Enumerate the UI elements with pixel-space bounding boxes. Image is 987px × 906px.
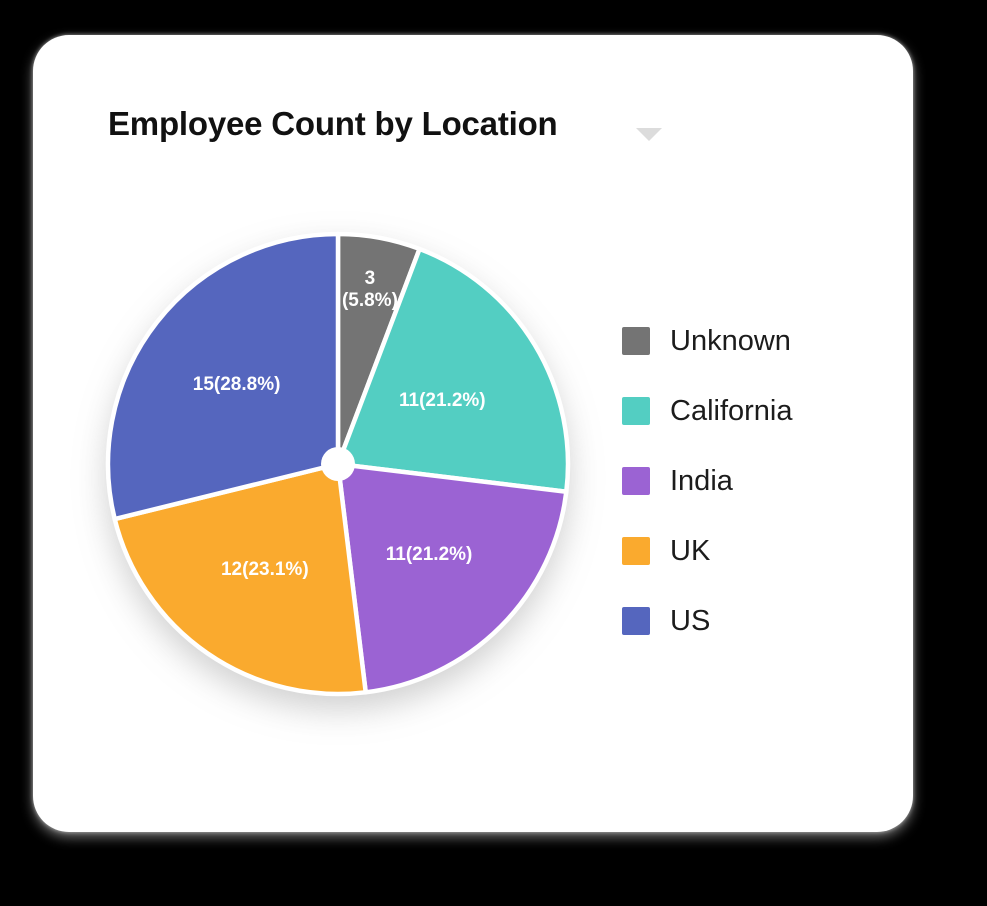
legend-item-us[interactable]: US (622, 604, 793, 637)
legend-swatch-uk (622, 537, 650, 565)
pie-svg (105, 231, 571, 697)
legend-item-unknown[interactable]: Unknown (622, 324, 793, 357)
legend-label-india: India (670, 464, 733, 497)
chart-card: Employee Count by Location 3 (5.8%) 11(21… (33, 35, 913, 832)
chart-title: Employee Count by Location (108, 105, 558, 142)
chart-legend: Unknown California India UK US (622, 324, 793, 677)
donut-center (321, 447, 355, 481)
legend-item-california[interactable]: California (622, 394, 793, 427)
legend-swatch-us (622, 607, 650, 635)
legend-label-unknown: Unknown (670, 324, 791, 357)
pie-slice-california[interactable] (335, 246, 571, 494)
legend-swatch-california (622, 397, 650, 425)
legend-label-uk: UK (670, 534, 711, 567)
pie-slice-us[interactable] (105, 231, 341, 522)
pie-chart: 3 (5.8%) 11(21.2%) 11(21.2%) 12(23.1%) 15(28… (103, 229, 573, 699)
legend-label-california: California (670, 394, 793, 427)
legend-item-india[interactable]: India (622, 464, 793, 497)
pie-slice-uk[interactable] (112, 461, 368, 697)
legend-label-us: US (670, 604, 711, 637)
chevron-down-icon[interactable] (636, 128, 662, 141)
legend-swatch-unknown (622, 327, 650, 355)
legend-item-uk[interactable]: UK (622, 534, 793, 567)
legend-swatch-india (622, 467, 650, 495)
pie-slice-india[interactable] (335, 461, 569, 695)
